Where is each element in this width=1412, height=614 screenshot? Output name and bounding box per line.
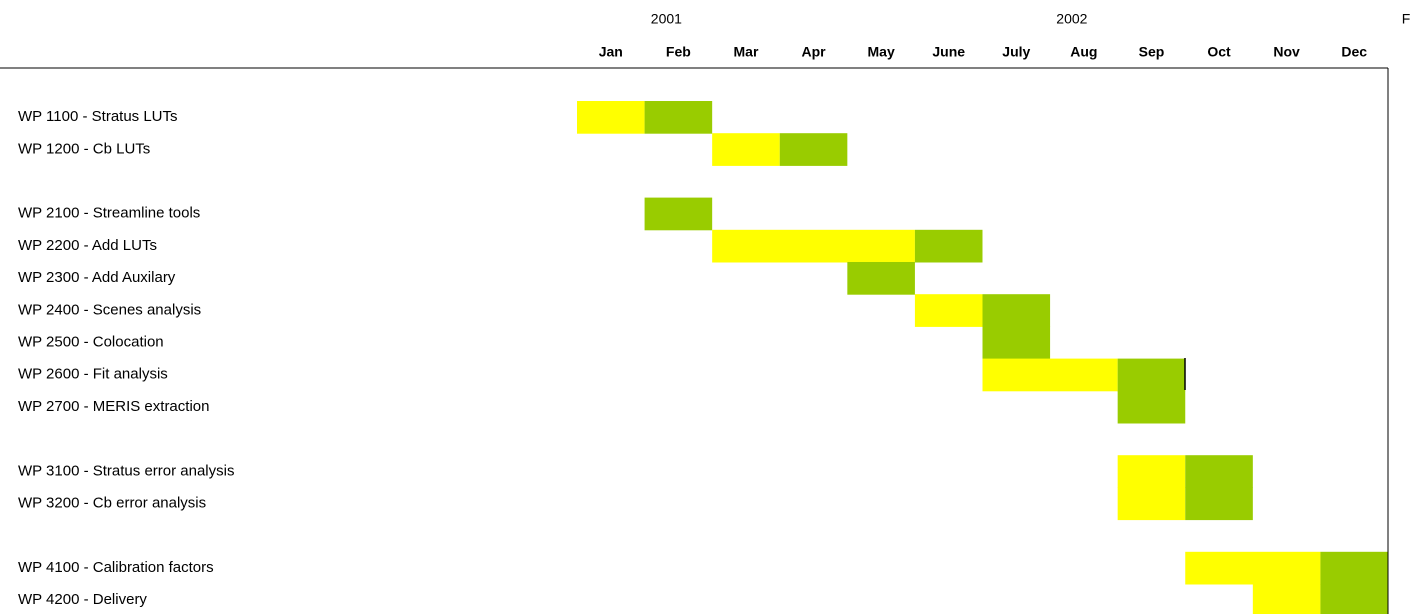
task-bar bbox=[982, 326, 1051, 360]
task-label: WP 2400 - Scenes analysis bbox=[18, 301, 201, 318]
task-bar bbox=[1185, 551, 1321, 585]
task-label: WP 2200 - Add LUTs bbox=[18, 237, 157, 254]
task-bar bbox=[1117, 455, 1186, 488]
task-bar bbox=[982, 294, 1051, 327]
task-bar bbox=[847, 262, 915, 295]
month-label: Apr bbox=[801, 44, 826, 60]
task-bar bbox=[1185, 455, 1253, 488]
task-label: WP 2100 - Streamline tools bbox=[18, 205, 200, 222]
bars bbox=[577, 101, 1388, 614]
task-label: WP 3100 - Stratus error analysis bbox=[18, 462, 234, 479]
month-label: Jan bbox=[599, 44, 623, 60]
task-label: WP 2600 - Fit analysis bbox=[18, 366, 168, 383]
month-label: Oct bbox=[1207, 44, 1231, 60]
task-bar bbox=[914, 294, 983, 327]
task-label: WP 4100 - Calibration factors bbox=[18, 559, 214, 576]
task-bar bbox=[577, 101, 645, 134]
task-bar bbox=[1185, 487, 1253, 521]
task-bar bbox=[644, 197, 713, 231]
task-bar bbox=[982, 358, 1118, 392]
task-bar bbox=[1117, 390, 1186, 424]
task-bar bbox=[712, 133, 780, 166]
month-label: July bbox=[1002, 44, 1030, 60]
task-bar bbox=[1117, 358, 1186, 392]
month-label: Mar bbox=[734, 44, 759, 60]
task-label: WP 2300 - Add Auxilary bbox=[18, 269, 176, 286]
task-bar bbox=[1320, 584, 1388, 614]
task-bar bbox=[1252, 584, 1321, 614]
task-label: WP 3200 - Cb error analysis bbox=[18, 494, 206, 511]
task-bar bbox=[1117, 487, 1186, 521]
task-bar bbox=[914, 229, 983, 263]
task-bar bbox=[779, 133, 848, 166]
task-label: WP 1200 - Cb LUTs bbox=[18, 140, 150, 157]
task-bar bbox=[644, 101, 713, 134]
task-label: WP 2500 - Colocation bbox=[18, 333, 164, 350]
month-label: Dec bbox=[1341, 44, 1367, 60]
task-label: WP 2700 - MERIS extraction bbox=[18, 398, 209, 415]
month-label: Nov bbox=[1273, 44, 1300, 60]
year-label: 2001 bbox=[651, 11, 682, 27]
task-label: WP 1100 - Stratus LUTs bbox=[18, 108, 178, 125]
month-label: June bbox=[932, 44, 965, 60]
task-bar bbox=[1320, 551, 1388, 585]
month-label: May bbox=[868, 44, 895, 60]
month-label: Sep bbox=[1139, 44, 1165, 60]
year-label: 2002 bbox=[1056, 11, 1087, 27]
month-label: Feb bbox=[666, 44, 691, 60]
year-label: F bbox=[1402, 11, 1411, 27]
task-label: WP 4200 - Delivery bbox=[18, 591, 147, 608]
task-bar bbox=[712, 229, 915, 263]
month-label: Aug bbox=[1070, 44, 1097, 60]
